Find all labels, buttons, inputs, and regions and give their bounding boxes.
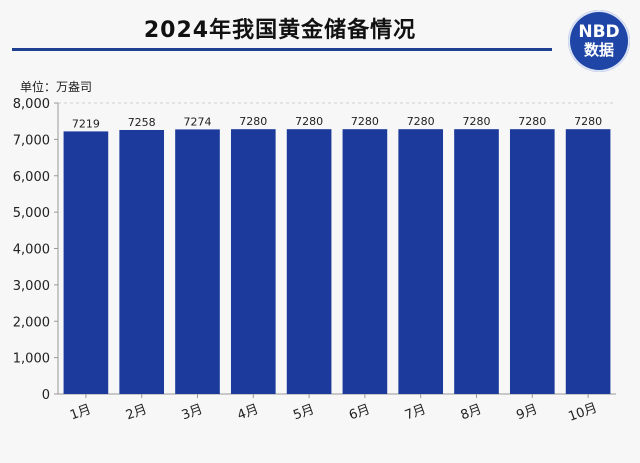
bar-value-label: 7219 <box>72 117 100 130</box>
bar <box>509 129 555 394</box>
x-tick-label: 2月 <box>124 402 149 423</box>
chart-title: 2024年我国黄金储备情况 <box>143 18 417 43</box>
x-tick-label: 8月 <box>459 402 484 423</box>
y-tick-label: 3,000 <box>13 279 50 294</box>
x-tick-label: 5月 <box>291 402 316 423</box>
bar <box>342 129 388 394</box>
bar-value-label: 7280 <box>518 115 546 128</box>
x-tick-label: 7月 <box>403 402 428 423</box>
x-tick-label: 3月 <box>180 402 205 423</box>
bar-value-label: 7280 <box>463 115 491 128</box>
y-tick-label: 5,000 <box>13 206 50 221</box>
unit-label: 单位：万盎司 <box>20 80 93 94</box>
bar <box>63 131 109 394</box>
bar <box>286 129 332 394</box>
y-tick-label: 7,000 <box>13 133 50 148</box>
nbd-logo: NBD 数据 <box>568 10 630 72</box>
y-tick-label: 2,000 <box>13 315 50 330</box>
title-underline <box>12 48 552 51</box>
bar <box>175 129 220 394</box>
logo-text-data: 数据 <box>583 41 614 59</box>
bar <box>565 129 611 394</box>
bar-value-label: 7280 <box>351 115 379 128</box>
x-tick-label: 1月 <box>68 402 93 423</box>
bar-value-label: 7274 <box>184 115 212 128</box>
bar <box>454 129 499 394</box>
bar-value-label: 7280 <box>295 115 323 128</box>
x-tick-label: 4月 <box>236 402 261 423</box>
x-tick-label: 6月 <box>347 402 372 423</box>
y-tick-label: 4,000 <box>13 243 50 258</box>
x-tick-label: 9月 <box>515 402 540 423</box>
bar-value-label: 7280 <box>574 115 602 128</box>
bar-value-label: 7280 <box>407 115 435 128</box>
bar-value-label: 7280 <box>239 115 267 128</box>
bar-value-label: 7258 <box>128 116 156 129</box>
bar <box>230 129 276 394</box>
bar <box>398 129 444 394</box>
x-tick-label: 10月 <box>566 401 599 425</box>
y-tick-label: 6,000 <box>13 170 50 185</box>
y-tick-label: 1,000 <box>13 352 50 367</box>
logo-text-nbd: NBD <box>578 22 620 42</box>
bar <box>119 129 165 395</box>
y-tick-label: 8,000 <box>13 97 50 112</box>
y-tick-label: 0 <box>42 388 50 403</box>
